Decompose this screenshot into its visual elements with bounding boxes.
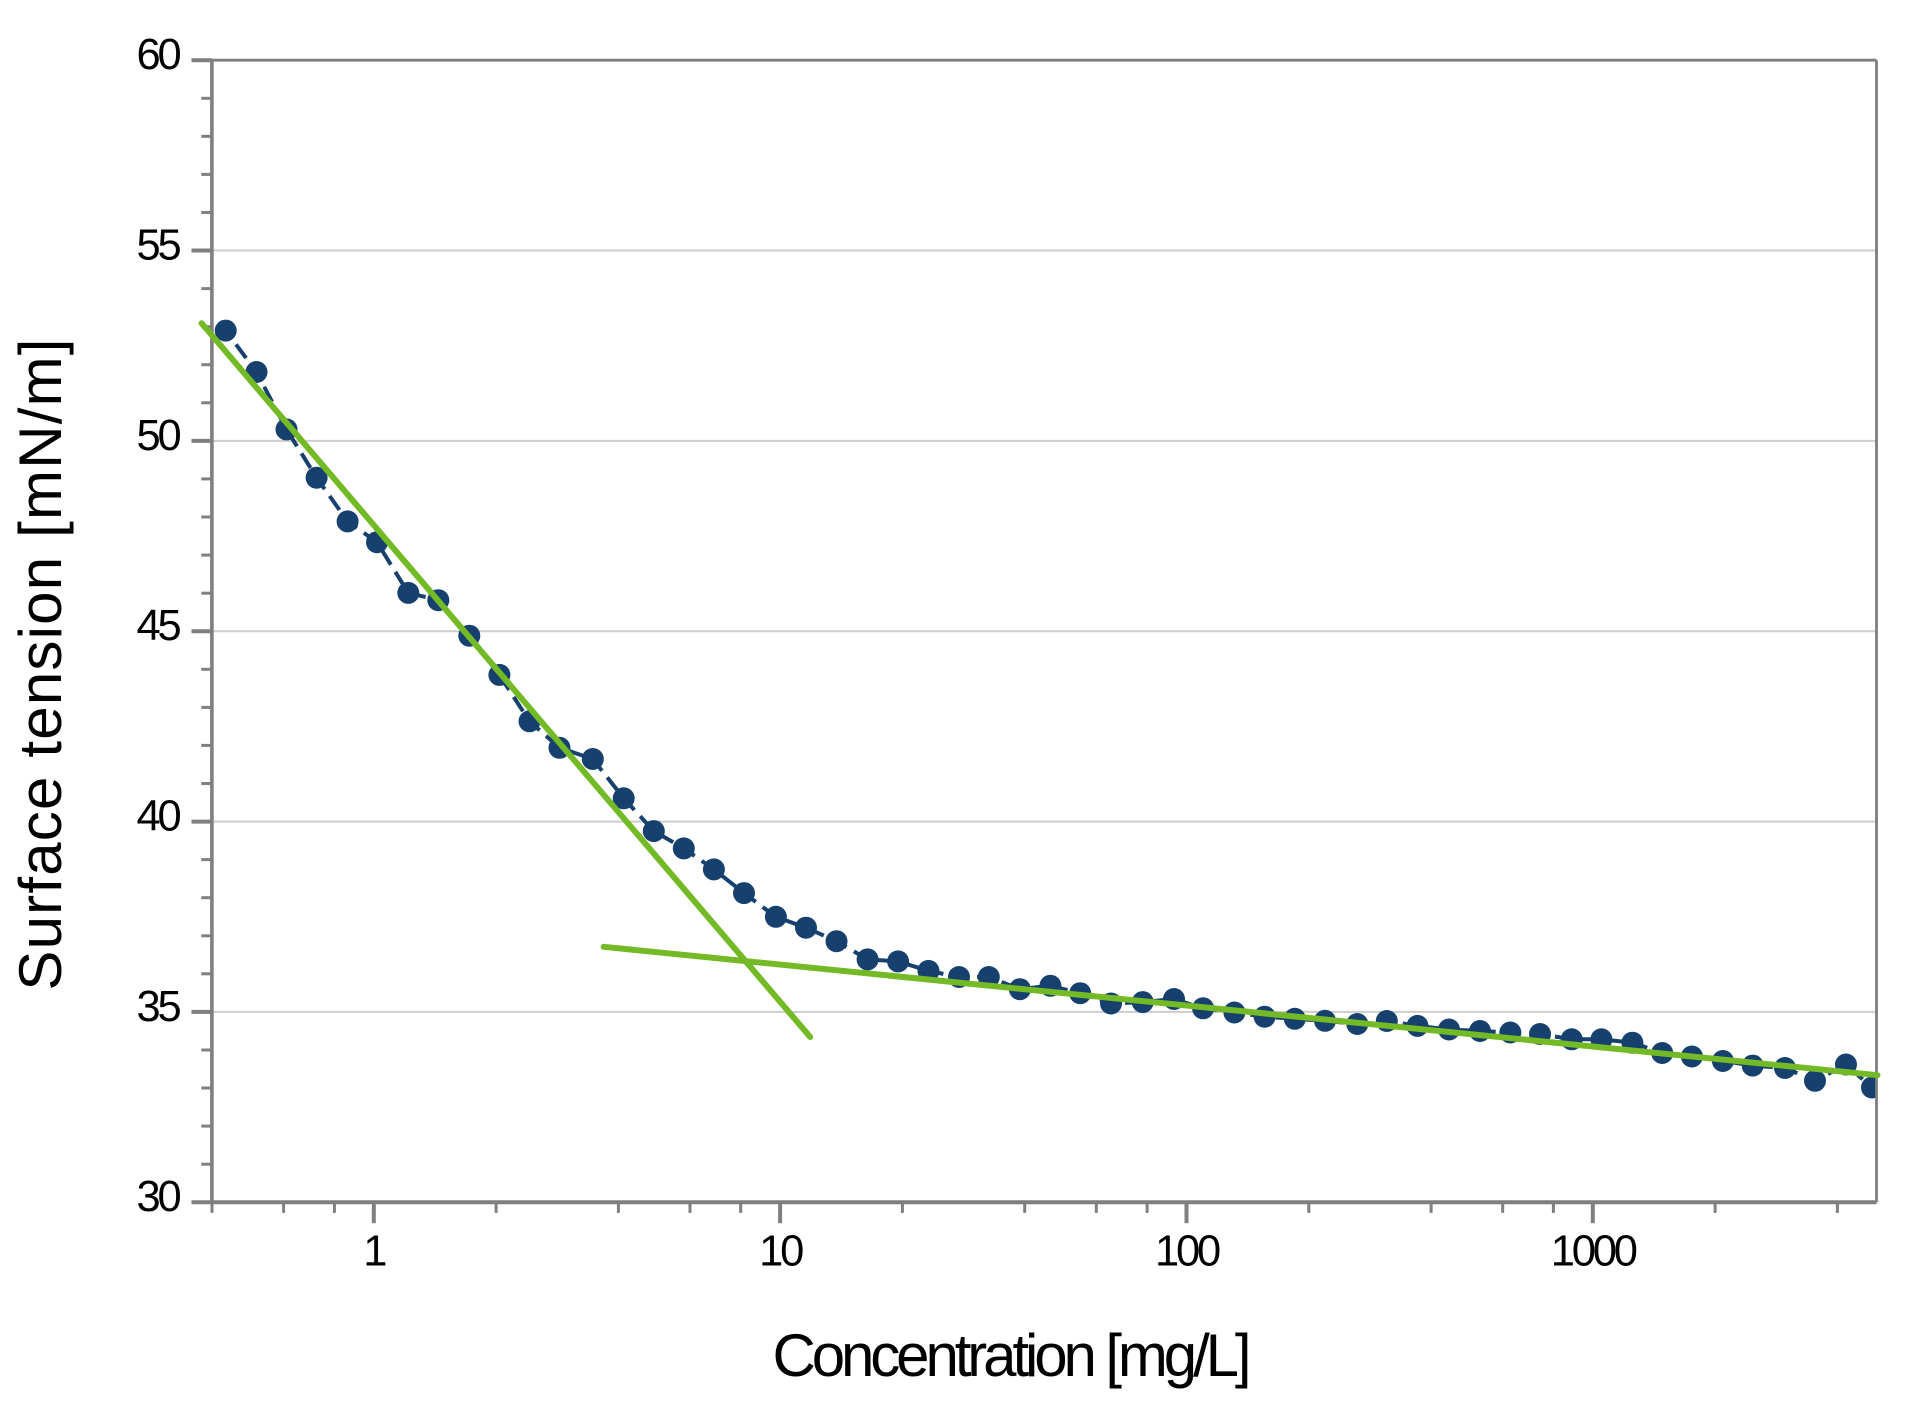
svg-text:30: 30	[137, 1173, 181, 1221]
svg-text:45: 45	[137, 602, 181, 650]
svg-text:50: 50	[137, 412, 181, 460]
svg-text:55: 55	[137, 222, 181, 270]
svg-text:10: 10	[759, 1227, 803, 1275]
svg-text:100: 100	[1155, 1227, 1220, 1275]
svg-text:60: 60	[137, 31, 181, 79]
svg-text:1: 1	[363, 1227, 386, 1275]
svg-text:1000: 1000	[1551, 1227, 1637, 1275]
svg-text:40: 40	[137, 793, 181, 841]
svg-text:35: 35	[137, 983, 181, 1031]
svg-text:Surface tension [mN/m]: Surface tension [mN/m]	[7, 337, 74, 990]
svg-text:Concentration [mg/L]: Concentration [mg/L]	[773, 1322, 1248, 1389]
